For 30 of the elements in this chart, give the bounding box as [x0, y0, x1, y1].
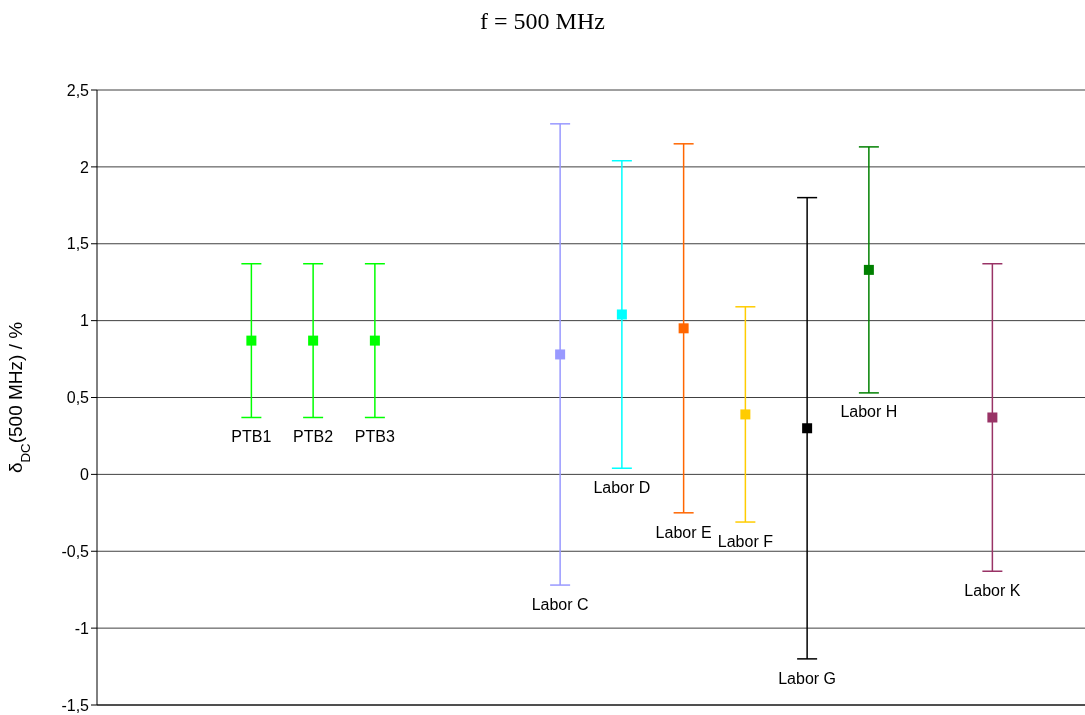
x-tick-label: Labor D	[593, 478, 651, 496]
point	[987, 412, 998, 423]
x-tick-label: Labor E	[655, 523, 712, 541]
y-tick-label: 1,5	[66, 235, 90, 253]
y-tick-label: 1	[80, 312, 90, 330]
chart-title: f = 500 MHz	[479, 8, 606, 35]
y-tick-label: -0,5	[61, 542, 90, 560]
x-tick-label: PTB1	[231, 428, 272, 446]
y-tick-label: 0,5	[66, 389, 90, 407]
y-tick-label: -1	[74, 619, 90, 637]
y-tick-label: -1,5	[61, 696, 90, 714]
point	[369, 335, 380, 346]
x-tick-label: Labor G	[778, 669, 837, 687]
point	[555, 349, 566, 360]
x-tick-label: Labor K	[964, 582, 1021, 600]
point	[246, 335, 257, 346]
point	[678, 323, 689, 334]
x-tick-label: Labor F	[717, 532, 774, 550]
y-tick-label: 0	[80, 466, 90, 484]
y-tick-label: 2,5	[66, 81, 90, 99]
x-tick-label: Labor C	[531, 595, 589, 613]
point	[308, 335, 319, 346]
x-tick-label: Labor H	[840, 403, 898, 421]
point	[616, 309, 627, 320]
point	[802, 423, 813, 434]
y-tick-label: 2	[80, 158, 90, 176]
x-tick-label: PTB3	[354, 428, 395, 446]
x-tick-label: PTB2	[293, 428, 334, 446]
point	[863, 264, 874, 275]
point	[740, 409, 751, 420]
